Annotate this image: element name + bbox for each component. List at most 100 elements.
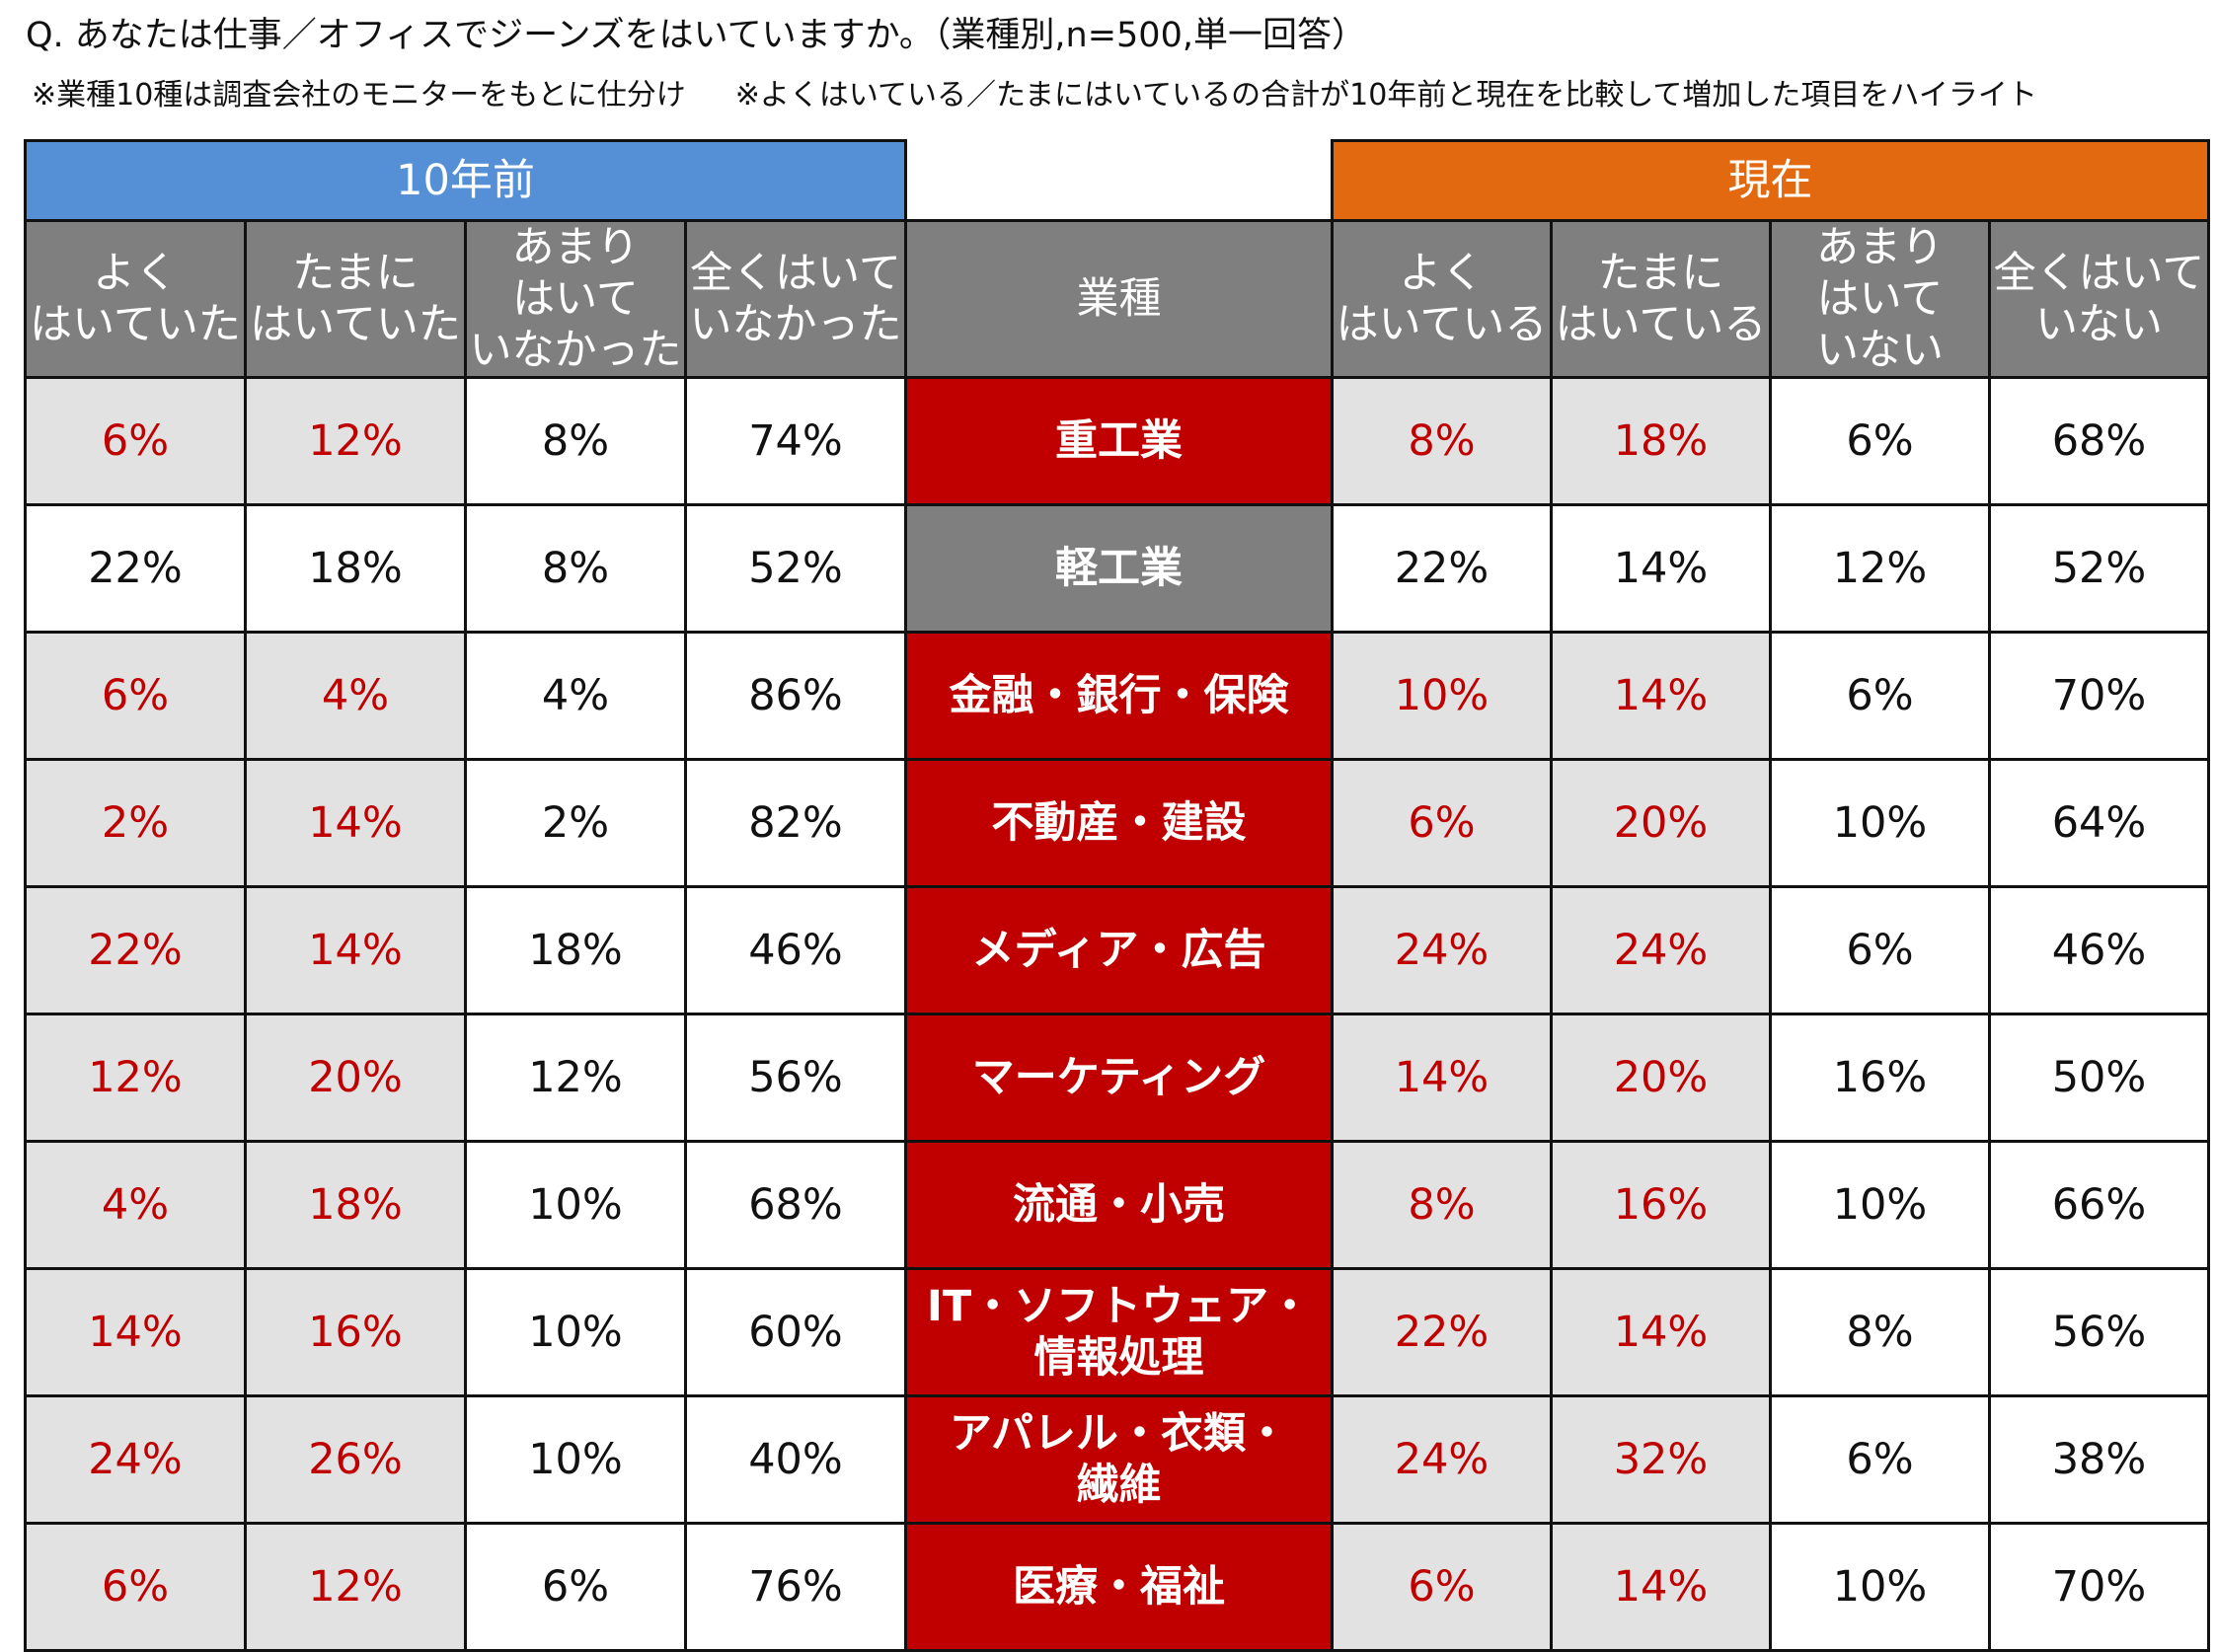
cell-past-often: 24% (24, 1394, 247, 1525)
cell-now-often: 6% (1331, 758, 1553, 888)
cell-past-sometimes: 14% (244, 885, 467, 1015)
cell-now-never: 38% (1988, 1394, 2210, 1525)
industry-label: マーケティング (904, 1013, 1334, 1143)
cell-now-never: 68% (1988, 376, 2210, 506)
cell-past-rarely: 10% (464, 1267, 687, 1397)
cell-now-often: 22% (1331, 1267, 1553, 1397)
column-header-past-sometimes: たまに はいていた (244, 219, 467, 379)
industry-label: 軽工業 (904, 503, 1334, 634)
cell-past-often: 2% (24, 758, 247, 888)
cell-now-never: 46% (1988, 885, 2210, 1015)
cell-now-never: 64% (1988, 758, 2210, 888)
cell-now-sometimes: 32% (1550, 1394, 1772, 1525)
cell-past-never: 86% (684, 631, 907, 761)
cell-past-sometimes: 4% (244, 631, 467, 761)
cell-now-never: 56% (1988, 1267, 2210, 1397)
cell-past-rarely: 2% (464, 758, 687, 888)
cell-past-never: 68% (684, 1140, 907, 1270)
cell-now-sometimes: 18% (1550, 376, 1772, 506)
cell-now-often: 8% (1331, 376, 1553, 506)
cell-now-sometimes: 20% (1550, 758, 1772, 888)
cell-past-never: 82% (684, 758, 907, 888)
cell-now-often: 6% (1331, 1522, 1553, 1652)
cell-now-often: 24% (1331, 1394, 1553, 1525)
cell-past-rarely: 10% (464, 1140, 687, 1270)
industry-label: 不動産・建設 (904, 758, 1334, 888)
cell-now-rarely: 12% (1769, 503, 1991, 634)
cell-past-sometimes: 20% (244, 1013, 467, 1143)
column-header-now-often: よく はいている (1331, 219, 1553, 379)
cell-now-sometimes: 14% (1550, 503, 1772, 634)
column-header-now-never: 全くはいて いない (1988, 219, 2210, 379)
cell-now-rarely: 6% (1769, 1394, 1991, 1525)
cell-now-often: 8% (1331, 1140, 1553, 1270)
cell-now-rarely: 10% (1769, 1522, 1991, 1652)
cell-past-sometimes: 18% (244, 503, 467, 634)
table-row: 14% 16% 10% 60% IT・ソフトウェア・ 情報処理 22% 14% 8% 56% (24, 1267, 2210, 1397)
cell-past-never: 60% (684, 1267, 907, 1397)
industry-label: アパレル・衣類・ 繊維 (904, 1394, 1334, 1525)
cell-past-rarely: 10% (464, 1394, 687, 1525)
cell-past-never: 76% (684, 1522, 907, 1652)
cell-past-never: 40% (684, 1394, 907, 1525)
cell-now-often: 14% (1331, 1013, 1553, 1143)
industry-label: メディア・広告 (904, 885, 1334, 1015)
cell-past-never: 52% (684, 503, 907, 634)
cell-past-never: 74% (684, 376, 907, 506)
cell-now-never: 70% (1988, 1522, 2210, 1652)
cell-past-sometimes: 12% (244, 376, 467, 506)
cell-past-never: 56% (684, 1013, 907, 1143)
cell-past-often: 12% (24, 1013, 247, 1143)
cell-now-never: 52% (1988, 503, 2210, 634)
industry-label: 重工業 (904, 376, 1334, 506)
cell-now-often: 24% (1331, 885, 1553, 1015)
industry-label: 金融・銀行・保険 (904, 631, 1334, 761)
jeans-survey-table: 10年前 現在 よく はいていた たまに はいていた あまり はいて いなかった… (24, 139, 2210, 1652)
header-spacer (905, 140, 1333, 221)
cell-now-rarely: 10% (1769, 758, 1991, 888)
column-header-past-never: 全くはいて いなかった (684, 219, 907, 379)
industry-label: IT・ソフトウェア・ 情報処理 (904, 1267, 1334, 1397)
cell-past-often: 6% (24, 631, 247, 761)
cell-past-never: 46% (684, 885, 907, 1015)
cell-now-sometimes: 20% (1550, 1013, 1772, 1143)
cell-past-rarely: 8% (464, 376, 687, 506)
cell-past-sometimes: 14% (244, 758, 467, 888)
cell-past-often: 6% (24, 376, 247, 506)
note-industry-classification: ※業種10種は調査会社のモニターをもとに仕分け (32, 78, 686, 113)
column-header-past-rarely: あまり はいて いなかった (464, 219, 687, 379)
table-row: 22% 18% 8% 52% 軽工業 22% 14% 12% 52% (24, 503, 2210, 634)
cell-past-sometimes: 12% (244, 1522, 467, 1652)
column-header-now-rarely: あまり はいて いない (1769, 219, 1991, 379)
cell-now-rarely: 10% (1769, 1140, 1991, 1270)
group-header-past: 10年前 (24, 139, 907, 222)
cell-past-rarely: 18% (464, 885, 687, 1015)
cell-past-rarely: 4% (464, 631, 687, 761)
cell-past-sometimes: 16% (244, 1267, 467, 1397)
note-highlight-rule: ※よくはいている／たまにはいているの合計が10年前と現在を比較して増加した項目を… (734, 78, 2037, 113)
cell-past-often: 4% (24, 1140, 247, 1270)
table-row: 6% 12% 8% 74% 重工業 8% 18% 6% 68% (24, 376, 2210, 506)
table-row: 6% 4% 4% 86% 金融・銀行・保険 10% 14% 6% 70% (24, 631, 2210, 761)
cell-now-rarely: 8% (1769, 1267, 1991, 1397)
column-header-now-sometimes: たまに はいている (1550, 219, 1772, 379)
column-header-industry: 業種 (904, 219, 1334, 379)
table-row: 12% 20% 12% 56% マーケティング 14% 20% 16% 50% (24, 1013, 2210, 1143)
cell-past-often: 6% (24, 1522, 247, 1652)
cell-now-rarely: 6% (1769, 885, 1991, 1015)
industry-label: 流通・小売 (904, 1140, 1334, 1270)
cell-now-never: 66% (1988, 1140, 2210, 1270)
cell-past-often: 22% (24, 503, 247, 634)
cell-past-sometimes: 26% (244, 1394, 467, 1525)
notes: ※業種10種は調査会社のモニターをもとに仕分け ※よくはいている／たまにはいている… (32, 74, 2037, 117)
group-header-now: 現在 (1331, 139, 2210, 222)
cell-past-rarely: 12% (464, 1013, 687, 1143)
cell-now-sometimes: 24% (1550, 885, 1772, 1015)
table-row: 4% 18% 10% 68% 流通・小売 8% 16% 10% 66% (24, 1140, 2210, 1270)
cell-now-sometimes: 14% (1550, 631, 1772, 761)
cell-past-sometimes: 18% (244, 1140, 467, 1270)
cell-now-rarely: 16% (1769, 1013, 1991, 1143)
cell-now-never: 50% (1988, 1013, 2210, 1143)
cell-now-sometimes: 14% (1550, 1522, 1772, 1652)
question-title: Q. あなたは仕事／オフィスでジーンズをはいていますか。（業種別,n=500,単… (26, 16, 1366, 55)
